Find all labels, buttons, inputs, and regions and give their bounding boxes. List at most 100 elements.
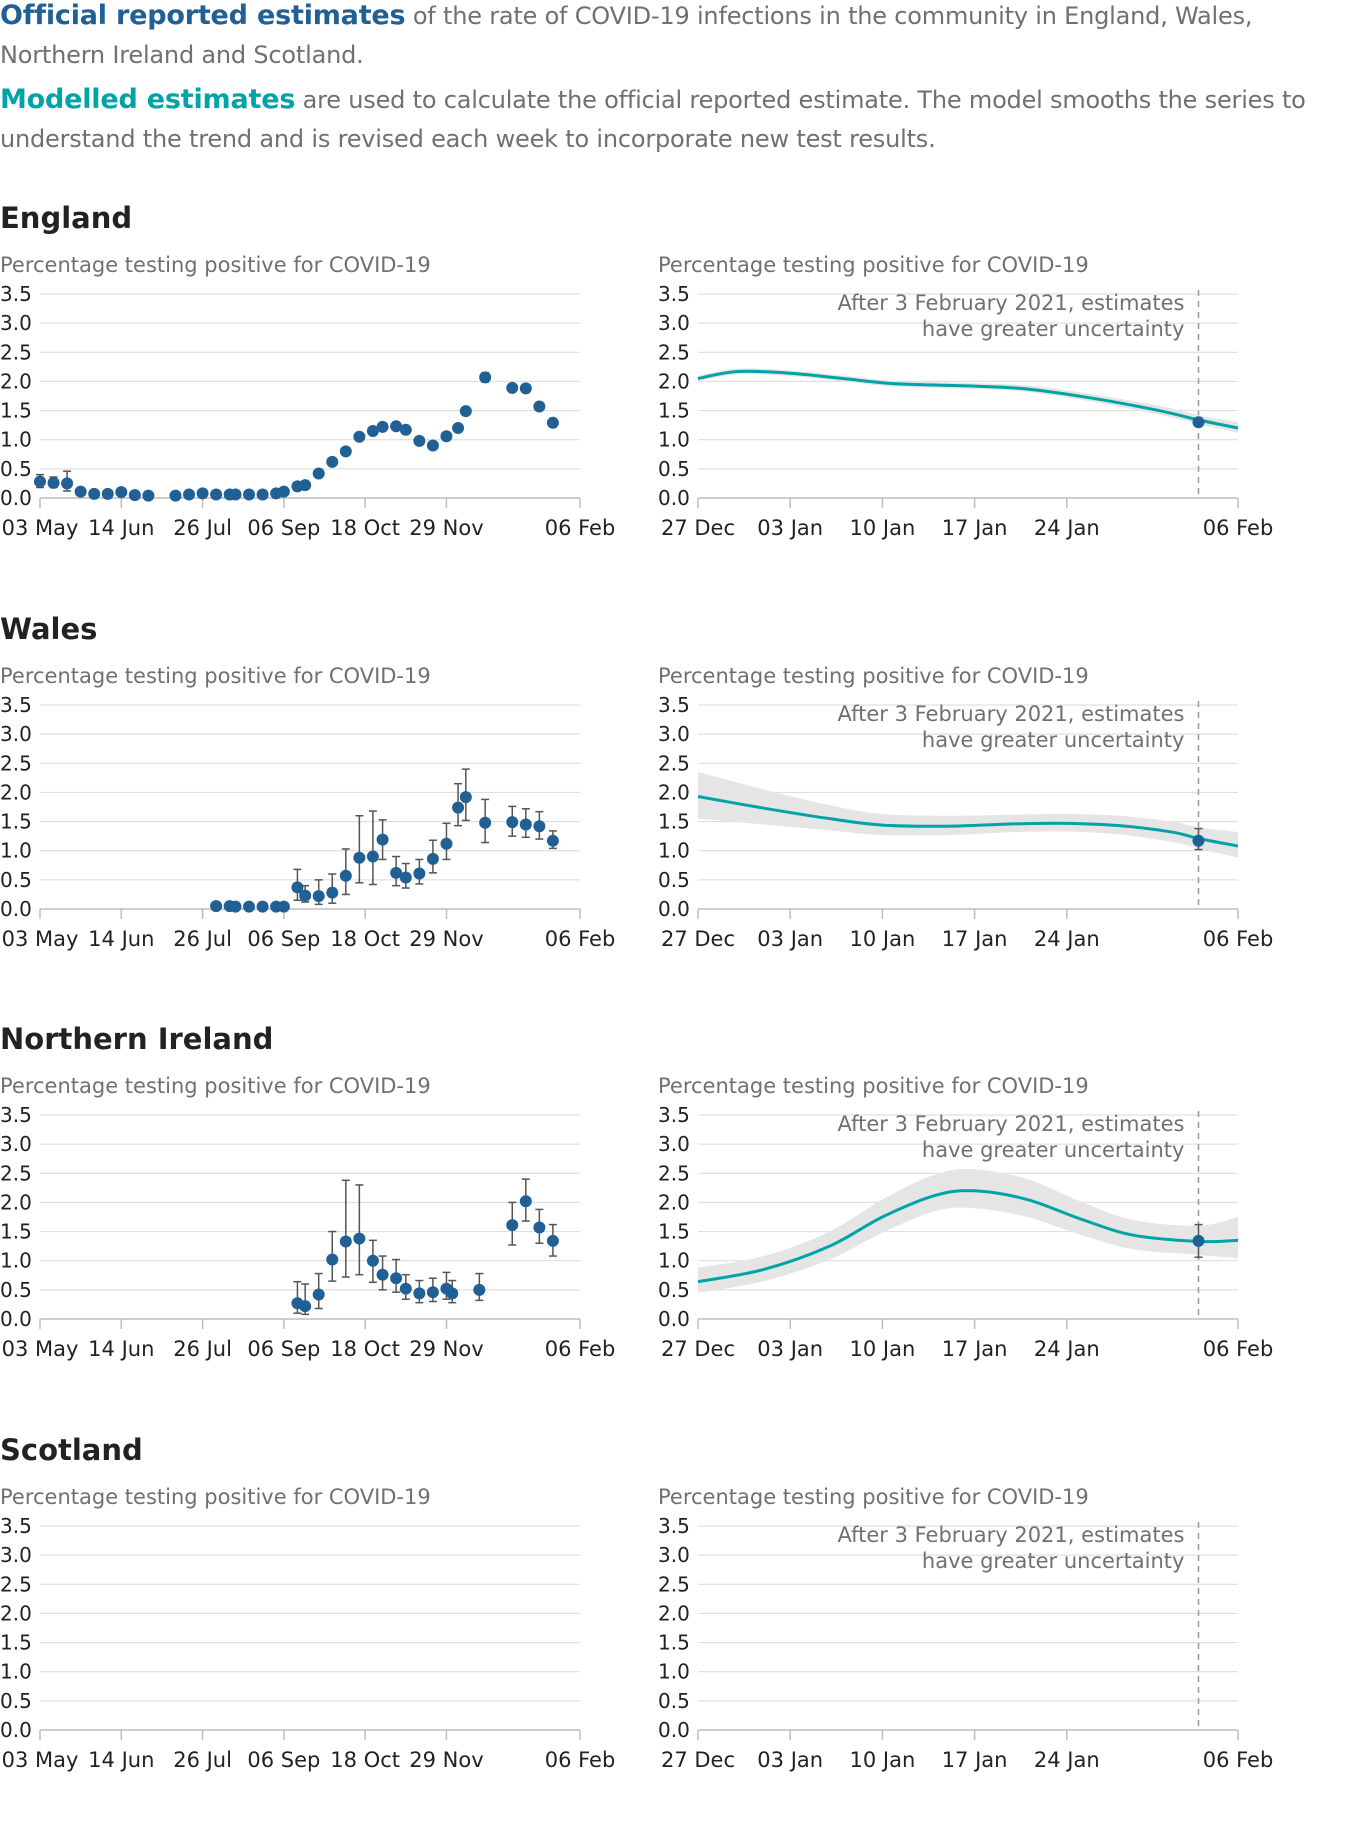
data-point — [291, 868, 304, 902]
data-point — [533, 1208, 546, 1244]
point-marker — [183, 488, 196, 501]
data-point — [326, 455, 339, 468]
x-tick-label: 03 Jan — [757, 1337, 823, 1361]
y-tick-label: 1.5 — [658, 1631, 690, 1655]
point-marker — [452, 422, 465, 435]
data-point — [256, 900, 269, 913]
data-point — [506, 381, 519, 394]
x-tick-label: 06 Sep — [247, 927, 320, 951]
data-point — [390, 420, 403, 433]
x-tick-label: 06 Sep — [247, 1748, 320, 1772]
data-point — [399, 862, 412, 889]
data-point — [243, 900, 256, 913]
point-marker — [256, 900, 269, 913]
x-tick-label: 03 Jan — [757, 516, 823, 540]
modelled-chart: Percentage testing positive for COVID-19… — [658, 1065, 1278, 1365]
y-tick-label: 3.0 — [0, 1543, 32, 1567]
y-axis-title: Percentage testing positive for COVID-19 — [658, 664, 1089, 688]
x-tick-label: 03 May — [2, 927, 79, 951]
x-tick-label: 10 Jan — [849, 516, 915, 540]
region-wales: Wales Percentage testing positive for COV… — [0, 611, 1354, 1011]
point-marker — [210, 488, 223, 501]
y-tick-label: 1.0 — [658, 428, 690, 452]
y-tick-label: 3.5 — [658, 693, 690, 717]
point-marker — [452, 801, 465, 814]
point-marker — [533, 400, 546, 413]
data-point — [519, 807, 532, 839]
x-tick-label: 24 Jan — [1034, 927, 1100, 951]
annotation-line-2: have greater uncertainty — [922, 317, 1185, 341]
point-marker — [339, 869, 352, 882]
x-tick-label: 27 Dec — [661, 927, 735, 951]
y-tick-label: 2.5 — [658, 1572, 690, 1596]
x-tick-label: 17 Jan — [942, 927, 1008, 951]
y-tick-label: 2.5 — [0, 1161, 32, 1185]
point-marker — [546, 834, 559, 847]
point-marker — [74, 485, 87, 498]
data-point — [142, 489, 155, 502]
data-point — [196, 487, 209, 500]
y-tick-label: 1.0 — [0, 1660, 32, 1684]
data-point — [339, 848, 352, 896]
y-axis-title: Percentage testing positive for COVID-19 — [0, 1485, 431, 1509]
data-point — [413, 1279, 426, 1304]
modelled-chart-svg: Percentage testing positive for COVID-19… — [658, 664, 1274, 951]
y-tick-label: 1.5 — [658, 399, 690, 423]
point-marker — [426, 1286, 439, 1299]
data-point — [115, 486, 128, 499]
point-marker — [399, 1282, 412, 1295]
official-point — [1192, 1223, 1205, 1258]
y-tick-label: 3.0 — [0, 311, 32, 335]
x-tick-label: 29 Nov — [409, 516, 483, 540]
data-point — [74, 485, 87, 498]
data-point — [426, 1277, 439, 1303]
modelled-chart: Percentage testing positive for COVID-19… — [658, 244, 1278, 544]
official-point — [1192, 827, 1205, 851]
point-marker — [390, 420, 403, 433]
data-point — [353, 430, 366, 443]
x-tick-label: 06 Feb — [1203, 1748, 1274, 1772]
data-point — [366, 424, 379, 437]
y-tick-label: 2.0 — [658, 780, 690, 804]
point-marker — [506, 816, 519, 829]
data-point — [426, 839, 439, 874]
x-tick-label: 03 May — [2, 1748, 79, 1772]
point-marker — [506, 1219, 519, 1232]
y-tick-label: 0.0 — [0, 1718, 32, 1742]
point-marker — [413, 434, 426, 447]
data-point — [277, 485, 290, 498]
modelled-line — [697, 795, 1239, 848]
y-tick-label: 0.5 — [0, 868, 32, 892]
data-point — [312, 1272, 325, 1310]
data-point — [519, 1178, 532, 1222]
annotation-line-1: After 3 February 2021, estimates — [837, 1112, 1184, 1136]
y-tick-label: 2.0 — [658, 1190, 690, 1214]
point-marker — [1192, 1234, 1205, 1247]
data-point — [61, 470, 74, 492]
x-tick-label: 06 Feb — [1203, 927, 1274, 951]
y-tick-label: 3.0 — [658, 311, 690, 335]
annotation-line-1: After 3 February 2021, estimates — [837, 1523, 1184, 1547]
data-point — [546, 830, 559, 850]
intro-text: Official reported estimates of the rate … — [0, 0, 1354, 159]
y-tick-label: 0.0 — [0, 897, 32, 921]
point-marker — [299, 1300, 312, 1313]
y-tick-label: 0.0 — [658, 1307, 690, 1331]
data-point — [326, 873, 339, 904]
y-tick-label: 2.5 — [0, 1572, 32, 1596]
official-chart-svg: Percentage testing positive for COVID-19… — [0, 664, 615, 951]
modelled-chart-svg: Percentage testing positive for COVID-19… — [658, 1074, 1273, 1361]
data-point — [459, 405, 472, 418]
y-axis-title: Percentage testing positive for COVID-19 — [0, 1074, 431, 1098]
data-point — [399, 423, 412, 436]
y-tick-label: 3.0 — [658, 722, 690, 746]
modelled-description: Modelled estimates are used to calculate… — [0, 80, 1354, 159]
point-marker — [299, 479, 312, 492]
official-chart: Percentage testing positive for COVID-19… — [0, 1476, 620, 1776]
y-tick-label: 0.5 — [0, 1689, 32, 1713]
annotation-line-2: have greater uncertainty — [922, 1549, 1185, 1573]
annotation-line-2: have greater uncertainty — [922, 1138, 1185, 1162]
point-marker — [459, 791, 472, 804]
y-tick-label: 1.0 — [0, 428, 32, 452]
point-marker — [519, 382, 532, 395]
